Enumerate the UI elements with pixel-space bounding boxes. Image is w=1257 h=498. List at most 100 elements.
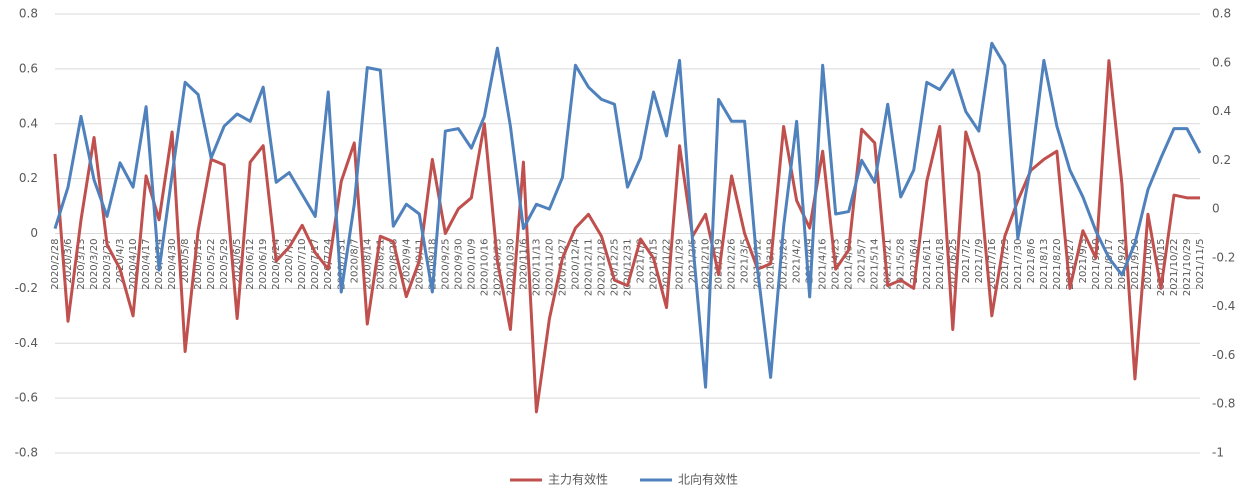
- y-tick-label: -0.8: [15, 446, 38, 460]
- x-tick-label: 2021/8/27: [1065, 239, 1076, 290]
- x-tick-label: 2021/6/11: [922, 239, 933, 290]
- x-tick-label: 2020/10/30: [505, 239, 516, 297]
- x-tick-label: 2021/5/21: [883, 239, 894, 290]
- x-tick-label: 2021/5/28: [896, 239, 907, 290]
- x-tick-label: 2021/3/5: [740, 239, 751, 284]
- y2-tick-label: 0.6: [1212, 55, 1231, 69]
- y2-tick-label: 0: [1212, 202, 1220, 216]
- x-tick-label: 2021/4/16: [818, 239, 829, 290]
- y-tick-label: 0.8: [19, 7, 38, 21]
- x-tick-label: 2021/9/24: [1117, 239, 1128, 290]
- x-tick-label: 2020/7/17: [310, 239, 321, 290]
- x-tick-label: 2021/8/20: [1052, 239, 1063, 290]
- x-tick-label: 2020/9/11: [414, 239, 425, 290]
- x-tick-label: 2020/4/10: [128, 239, 139, 290]
- y2-tick-label: 0.4: [1212, 104, 1231, 118]
- x-tick-label: 2021/4/2: [792, 239, 803, 284]
- x-tick-label: 2021/7/30: [1013, 239, 1024, 290]
- y-tick-label: 0.4: [19, 116, 38, 130]
- x-tick-label: 2021/7/23: [1000, 239, 1011, 290]
- x-tick-label: 2020/11/27: [557, 239, 568, 297]
- x-tick-label: 2021/1/22: [662, 239, 673, 290]
- x-tick-label: 2020/5/8: [180, 239, 191, 284]
- x-tick-label: 2020/3/6: [63, 239, 74, 284]
- x-tick-label: 2021/5/14: [870, 239, 881, 290]
- y2-tick-label: -1: [1212, 446, 1224, 460]
- x-tick-label: 2021/3/26: [779, 239, 790, 290]
- x-tick-label: 2021/8/13: [1039, 239, 1050, 290]
- x-tick-label: 2021/10/15: [1156, 239, 1167, 297]
- y2-tick-label: -0.8: [1212, 397, 1235, 411]
- x-tick-label: 2020/7/3: [284, 239, 295, 284]
- x-tick-label: 2020/7/10: [297, 239, 308, 290]
- x-tick-label: 2020/5/15: [193, 239, 204, 290]
- x-tick-label: 2020/8/14: [362, 239, 373, 290]
- x-tick-label: 2021/2/26: [727, 239, 738, 290]
- x-tick-label: 2020/12/4: [570, 239, 581, 290]
- x-tick-label: 2020/4/17: [141, 239, 152, 290]
- x-tick-label: 2020/4/30: [167, 239, 178, 290]
- x-tick-label: 2021/6/4: [909, 239, 920, 284]
- x-tick-label: 2020/11/13: [531, 239, 542, 297]
- x-tick-label: 2020/6/12: [245, 239, 256, 290]
- x-tick-label: 2020/12/11: [583, 239, 594, 297]
- x-tick-label: 2020/10/16: [479, 239, 490, 297]
- x-tick-label: 2021/5/7: [857, 239, 868, 284]
- y2-tick-label: 0.8: [1212, 7, 1231, 21]
- y-tick-label: 0.6: [19, 61, 38, 75]
- x-tick-label: 2021/1/8: [636, 239, 647, 284]
- x-tick-label: 2020/3/13: [76, 239, 87, 290]
- x-tick-label: 2021/10/22: [1169, 239, 1180, 297]
- x-tick-label: 2020/6/24: [271, 239, 282, 290]
- x-tick-label: 2020/4/3: [115, 239, 126, 284]
- x-tick-label: 2020/9/18: [427, 239, 438, 290]
- x-tick-label: 2021/7/2: [961, 239, 972, 284]
- x-tick-label: 2020/11/6: [518, 239, 529, 290]
- x-tick-label: 2020/6/5: [232, 239, 243, 284]
- x-tick-label: 2020/12/25: [609, 239, 620, 297]
- legend-label: 北向有效性: [678, 472, 738, 487]
- x-tick-label: 2021/1/29: [675, 239, 686, 290]
- y-tick-label: -0.2: [15, 281, 38, 295]
- x-tick-label: 2020/9/4: [401, 239, 412, 284]
- x-tick-label: 2020/6/19: [258, 239, 269, 290]
- x-tick-label: 2020/9/30: [453, 239, 464, 290]
- x-tick-label: 2021/10/29: [1182, 239, 1193, 297]
- x-tick-label: 2021/7/16: [987, 239, 998, 290]
- x-tick-label: 2020/11/20: [544, 239, 555, 297]
- x-tick-label: 2020/3/20: [89, 239, 100, 290]
- y-tick-label: 0: [30, 226, 38, 240]
- x-tick-label: 2021/10/8: [1143, 239, 1154, 290]
- y2-tick-label: -0.2: [1212, 250, 1235, 264]
- x-tick-label: 2021/4/9: [805, 239, 816, 284]
- x-tick-label: 2021/4/30: [844, 239, 855, 290]
- y2-tick-label: -0.6: [1212, 348, 1235, 362]
- x-tick-label: 2021/6/18: [935, 239, 946, 290]
- x-tick-label: 2020/12/18: [596, 239, 607, 297]
- x-tick-label: 2020/9/25: [440, 239, 451, 290]
- x-tick-label: 2020/10/9: [466, 239, 477, 290]
- y-tick-label: -0.4: [15, 336, 38, 350]
- x-tick-label: 2021/6/25: [948, 239, 959, 290]
- x-tick-label: 2020/8/28: [388, 239, 399, 290]
- series-line: [53, 41, 1202, 389]
- x-tick-label: 2020/5/22: [206, 239, 217, 290]
- x-tick-label: 2021/7/9: [974, 239, 985, 284]
- y-tick-label: -0.6: [15, 391, 38, 405]
- x-tick-label: 2021/9/17: [1104, 239, 1115, 290]
- x-tick-label: 2020/8/21: [375, 239, 386, 290]
- x-tick-label: 2021/9/3: [1078, 239, 1089, 284]
- x-tick-label: 2020/8/7: [349, 239, 360, 284]
- y-tick-label: 0.2: [19, 171, 38, 185]
- x-tick-label: 2021/9/30: [1130, 239, 1141, 290]
- x-tick-label: 2020/7/31: [336, 239, 347, 290]
- x-tick-label: 2020/5/29: [219, 239, 230, 290]
- x-tick-label: 2020/2/28: [50, 239, 61, 290]
- x-tick-label: 2020/12/31: [623, 239, 634, 297]
- y2-tick-label: -0.4: [1212, 299, 1235, 313]
- y2-tick-label: 0.2: [1212, 153, 1231, 167]
- x-tick-label: 2021/11/5: [1195, 239, 1206, 290]
- x-tick-label: 2021/9/10: [1091, 239, 1102, 290]
- x-tick-label: 2021/2/10: [701, 239, 712, 290]
